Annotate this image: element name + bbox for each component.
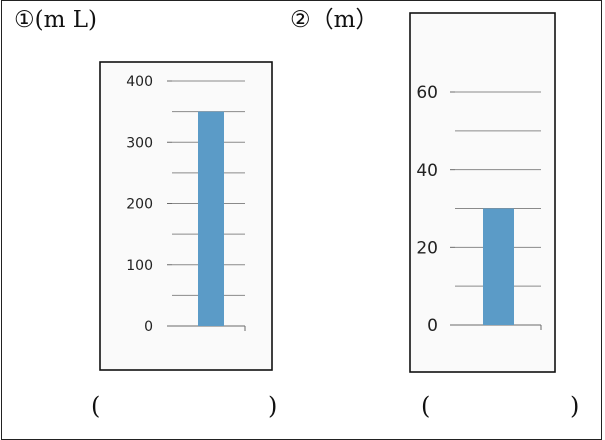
chart-2-y-tick-label: 40	[416, 161, 438, 181]
chart-1-bar	[198, 111, 224, 326]
chart-2-y-tick-label: 60	[416, 83, 438, 103]
chart-2-y-tick-label: 20	[416, 238, 438, 258]
answer-1-open-paren: (	[91, 392, 101, 420]
bar-charts: 0 100 200 300 400 0 20 40 60	[99, 12, 556, 373]
chart-2-y-tick-label: 0	[427, 316, 438, 336]
chart-1-y-tick-label: 200	[126, 197, 153, 213]
answer-2-close-paren: )	[570, 392, 580, 420]
question-1-label: ①(m L)	[14, 7, 97, 33]
answer-2-open-paren: (	[421, 392, 431, 420]
chart-2-bar	[483, 208, 514, 325]
chart-1-y-tick-label: 0	[144, 319, 153, 335]
answer-1-close-paren: )	[268, 392, 278, 420]
chart-1-y-tick-label: 100	[126, 258, 153, 274]
chart-1-y-tick-label: 400	[126, 74, 153, 90]
chart-1-frame	[99, 61, 273, 371]
chart-1-y-tick-label: 300	[126, 135, 153, 151]
question-2-label: ②（m）	[290, 7, 379, 33]
chart-2-frame	[409, 12, 556, 373]
